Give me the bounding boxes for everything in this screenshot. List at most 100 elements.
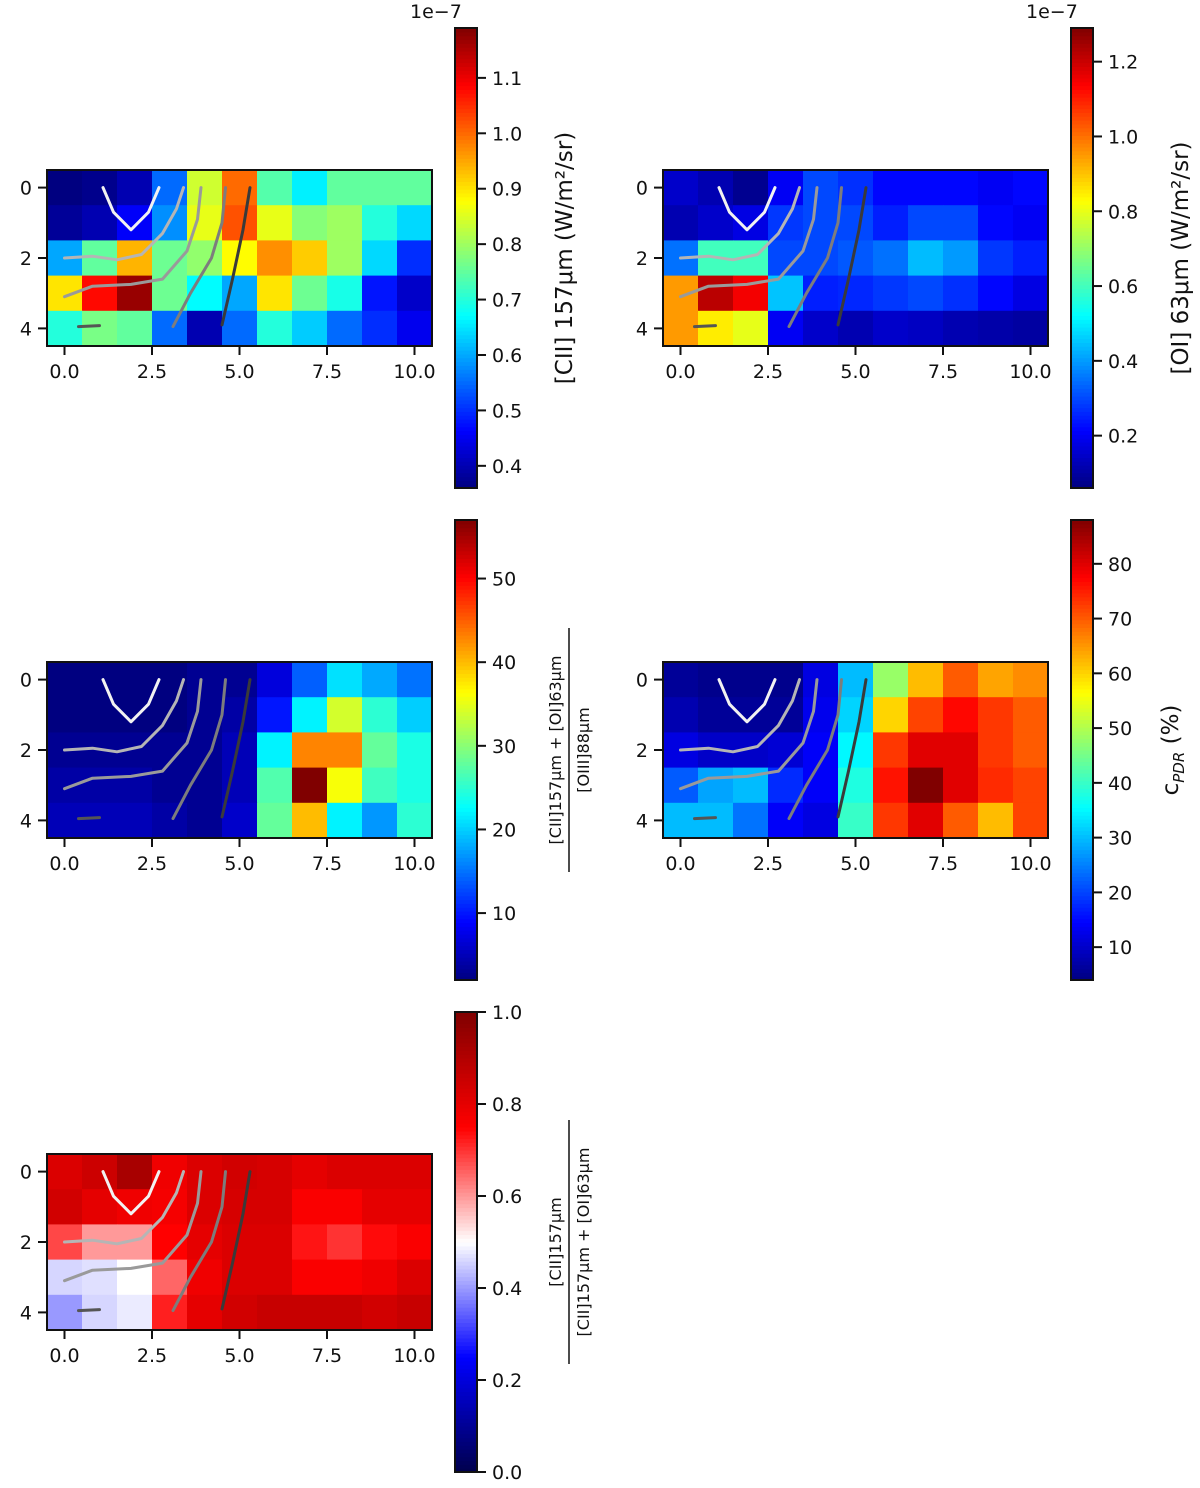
colorbar-segment: [1071, 581, 1093, 586]
x-tick-label: 10.0: [393, 1345, 435, 1367]
heatmap-cell: [978, 170, 1014, 206]
heatmap-cell: [327, 767, 363, 804]
colorbar-segment: [455, 792, 477, 797]
colorbar-segment: [1071, 972, 1093, 977]
contour-line: [220, 678, 252, 819]
colorbar-segment: [455, 1445, 477, 1450]
colorbar-segment: [455, 223, 477, 228]
colorbar-segment: [1071, 523, 1093, 529]
colorbar-tick-label: 0.2: [1108, 426, 1138, 448]
colorbar-tick-label: 1.0: [492, 123, 522, 145]
colorbar-segment: [455, 1460, 477, 1465]
x-tick-label: 0.0: [665, 853, 695, 875]
heatmap-cell: [908, 310, 944, 347]
colorbar-segment: [455, 1464, 477, 1469]
contour-line: [77, 324, 101, 329]
colorbar-segment: [455, 1015, 477, 1021]
colorbar-segment: [455, 346, 477, 351]
colorbar-segment: [455, 1088, 477, 1094]
heatmap-cell: [362, 732, 398, 769]
colorbar-segment: [455, 784, 477, 789]
contour-line: [63, 1170, 185, 1246]
heatmap-cell: [768, 802, 804, 839]
colorbar-segment: [1071, 476, 1093, 481]
colorbar-segment: [455, 1437, 477, 1442]
colorbar-segment: [1071, 200, 1093, 205]
colorbar-segment: [1071, 914, 1093, 920]
colorbar-segment: [455, 396, 477, 401]
colorbar-segment: [1071, 619, 1093, 625]
colorbar-segment: [1071, 711, 1093, 717]
colorbar-segment: [455, 208, 477, 213]
x-tick-label: 5.0: [224, 1345, 254, 1367]
colorbar-segment: [1071, 608, 1093, 613]
heatmap-cell: [397, 240, 433, 277]
colorbar-segment: [1071, 319, 1093, 324]
colorbar-segment: [455, 1364, 477, 1370]
colorbar-segment: [455, 192, 477, 198]
heatmap-cell: [327, 1224, 363, 1261]
colorbar-segment: [1071, 842, 1093, 847]
colorbar-segment: [455, 1215, 477, 1220]
colorbar-segment: [1071, 62, 1093, 67]
colorbar-segment: [455, 1249, 477, 1255]
heatmap-cell: [327, 205, 363, 241]
heatmap-cell: [1013, 662, 1049, 698]
colorbar-segment: [455, 1345, 477, 1350]
colorbar-segment: [455, 1153, 477, 1159]
colorbar-segment: [1071, 472, 1093, 478]
colorbar-segment: [455, 1383, 477, 1389]
heatmap-cell: [397, 205, 433, 241]
heatmap-cell: [292, 1294, 328, 1331]
colorbar-segment: [455, 135, 477, 140]
colorbar-segment: [455, 238, 477, 244]
colorbar-segment: [455, 899, 477, 904]
contour-line: [787, 678, 843, 821]
colorbar-segment: [1071, 677, 1093, 682]
colorbar-segment: [1071, 742, 1093, 747]
heatmap-cell: [292, 310, 328, 347]
colorbar-segment: [1071, 661, 1093, 667]
heatmap-cell: [943, 205, 979, 241]
colorbar-segment: [455, 692, 477, 697]
heatmap-cell: [1013, 275, 1049, 312]
heatmap-cell: [873, 310, 909, 347]
heatmap-cell: [47, 1294, 83, 1331]
colorbar-segment: [1071, 861, 1093, 866]
colorbar-segment: [1071, 631, 1093, 636]
colorbar-segment: [1071, 765, 1093, 770]
colorbar-tick-label: 1.0: [1108, 126, 1138, 148]
y-tick-label: 4: [636, 318, 648, 340]
colorbar-segment: [1071, 750, 1093, 755]
heatmap-cell: [1013, 170, 1049, 206]
colorbar-label-denominator: [OIII]88μm: [574, 707, 593, 792]
colorbar-segment: [1071, 903, 1093, 908]
colorbar-segment: [455, 177, 477, 182]
colorbar-segment: [455, 123, 477, 129]
colorbar-segment: [455, 972, 477, 977]
colorbar-segment: [1071, 415, 1093, 420]
colorbar-segment: [455, 254, 477, 259]
colorbar-tick-label: 10: [492, 903, 516, 925]
colorbar-segment: [455, 734, 477, 740]
colorbar-segment: [455, 1299, 477, 1304]
heatmap-cell: [362, 1154, 398, 1190]
colorbar-segment: [455, 535, 477, 540]
colorbar-segment: [1071, 434, 1093, 439]
colorbar-segment: [1071, 181, 1093, 186]
colorbar-segment: [455, 1261, 477, 1266]
colorbar-segment: [1071, 738, 1093, 743]
colorbar-segment: [1071, 684, 1093, 690]
colorbar-segment: [1071, 419, 1093, 424]
colorbar-segment: [455, 269, 477, 274]
colorbar-segment: [1071, 411, 1093, 416]
colorbar-segment: [455, 296, 477, 301]
colorbar-segment: [455, 258, 477, 263]
heatmap-cell: [397, 1154, 433, 1190]
colorbar-segment: [1071, 865, 1093, 870]
heatmap-cell: [397, 662, 433, 698]
colorbar-segment: [455, 623, 477, 628]
colorbar-segment: [1071, 957, 1093, 962]
heatmap-cell: [768, 275, 804, 312]
contour-line: [63, 186, 203, 299]
